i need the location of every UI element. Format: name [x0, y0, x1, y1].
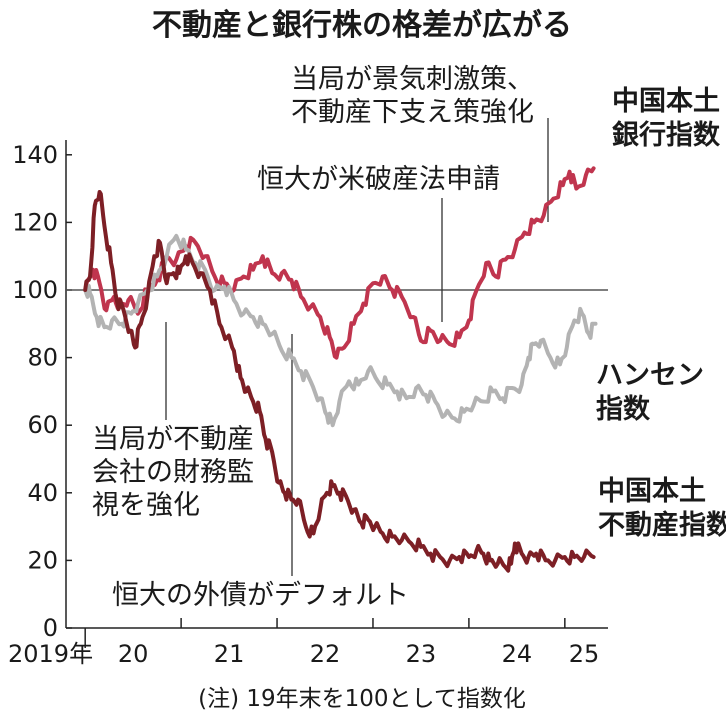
- y-tick-label: 40: [27, 479, 58, 507]
- y-tick-label: 0: [43, 614, 58, 642]
- series-label-1: 指数: [596, 394, 651, 425]
- series-label-0: 中国本土: [612, 86, 720, 117]
- y-tick-label: 60: [27, 411, 58, 439]
- series-line-2: [83, 190, 596, 573]
- series-label-2: 中国本土: [598, 476, 706, 507]
- annotation-text: 視を強化: [92, 490, 200, 521]
- annotation-text: 恒大が米破産法申請: [257, 164, 500, 195]
- series-lines: [83, 166, 598, 573]
- x-axis: 2019年 20 21 22 23 24 25: [8, 618, 608, 668]
- series-line-0: [83, 166, 596, 360]
- chart-title: 不動産と銀行株の格差が広がる: [152, 8, 572, 43]
- y-tick-label: 100: [12, 276, 58, 304]
- series-label-2: 不動産指数: [598, 509, 726, 541]
- x-tick-label: 22: [310, 640, 341, 668]
- y-tick-label: 20: [27, 546, 58, 574]
- x-tick-label: 25: [569, 640, 600, 668]
- annotation-text: 当局が景気刺激策、: [291, 64, 534, 95]
- x-tick-label: 2019年: [8, 640, 93, 668]
- annotations: 当局が景気刺激策、不動産下支え策強化恒大が米破産法申請当局が不動産会社の財務監視…: [92, 64, 549, 611]
- x-tick-label: 21: [214, 640, 245, 668]
- x-tick-label: 24: [502, 640, 533, 668]
- annotation-text: 不動産下支え策強化: [291, 97, 534, 128]
- annotation-text: 恒大の外債がデフォルト: [112, 580, 409, 611]
- x-tick-label: 20: [118, 640, 149, 668]
- chart-note: (注) 19年末を100として指数化: [198, 686, 526, 712]
- y-tick-label: 140: [12, 141, 58, 169]
- y-tick-label: 120: [12, 208, 58, 236]
- y-tick-label: 80: [27, 344, 58, 372]
- series-label-1: ハンセン: [596, 360, 704, 391]
- series-label-0: 銀行指数: [612, 119, 721, 151]
- x-tick-label: 23: [406, 640, 437, 668]
- annotation-text: 会社の財務監: [92, 457, 254, 488]
- annotation-text: 当局が不動産: [92, 424, 254, 455]
- y-axis: 0 20 40 60 80 100 120 140: [12, 140, 608, 642]
